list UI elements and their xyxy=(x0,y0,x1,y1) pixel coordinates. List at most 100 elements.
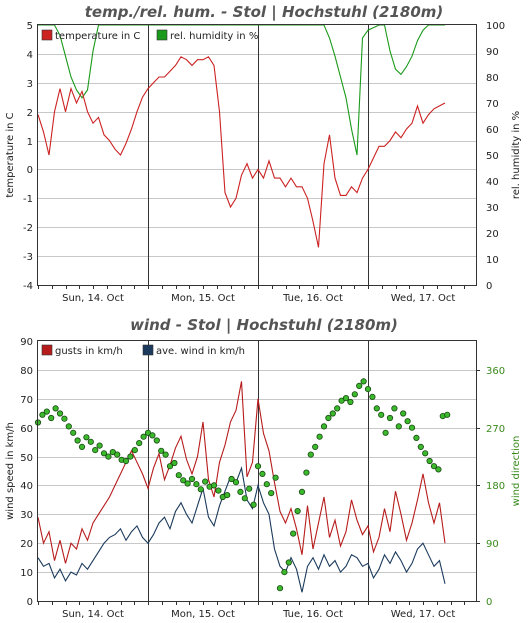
y-tick-label: 0 xyxy=(27,597,33,608)
wind-direction-point xyxy=(100,450,108,457)
y-tick-label: 1 xyxy=(27,137,33,148)
wind-direction-point xyxy=(338,397,345,404)
y-tick-label: -2 xyxy=(23,223,33,234)
wind-direction-point xyxy=(96,442,103,449)
y-tick-label: 50 xyxy=(20,453,33,464)
wind-direction-point xyxy=(140,433,147,440)
series-line xyxy=(38,24,445,156)
wind-direction-point xyxy=(373,405,380,412)
wind-direction-point xyxy=(136,439,143,447)
top-gridlines xyxy=(38,54,476,257)
top-y-axis-label: temperature in C xyxy=(5,112,16,197)
wind-direction-point xyxy=(228,475,235,483)
wind-direction-point xyxy=(188,475,196,483)
bottom-plot-frame xyxy=(37,340,477,602)
y-tick-label: 70 xyxy=(20,395,33,406)
wind-direction-point xyxy=(356,382,363,389)
series-line xyxy=(37,56,446,248)
legend-swatch-ave-wind xyxy=(142,344,154,356)
y2-tick-label: 180 xyxy=(486,481,505,492)
y-tick-label: 2 xyxy=(27,108,33,119)
bottom-legend: gusts in km/h ave. wind in km/h xyxy=(41,344,245,357)
wind-direction-point xyxy=(400,410,407,417)
legend-label-ave-wind: ave. wind in km/h xyxy=(156,346,245,357)
bottom-y-tick-labels: 90 80 70 60 50 40 30 20 10 0 xyxy=(20,337,33,608)
day-label: Sun, 14. Oct xyxy=(62,293,124,304)
y2-tick-label: 0 xyxy=(486,281,492,292)
y2-tick-label: 60 xyxy=(486,125,499,136)
wind-direction-point xyxy=(153,437,160,444)
y-tick-label: 80 xyxy=(20,366,33,377)
wind-direction-point xyxy=(158,447,165,454)
legend-label-temperature: temperature in C xyxy=(55,31,140,42)
day-label: Mon, 15. Oct xyxy=(171,609,235,620)
wind-direction-point xyxy=(250,501,257,508)
top-plot-frame xyxy=(37,24,477,286)
wind-direction-point xyxy=(417,443,424,450)
top-legend: temperature in C rel. humidity in % xyxy=(41,29,258,42)
y2-tick-label: 30 xyxy=(486,203,499,214)
top-y2-axis-label: rel. humidity in % xyxy=(511,111,522,199)
wind-direction-point xyxy=(180,477,187,484)
wind-direction-point xyxy=(307,451,314,458)
wind-direction-point xyxy=(246,485,253,492)
average-wind-line-group xyxy=(37,466,446,593)
wind-direction-point xyxy=(281,568,288,576)
day-label: Wed, 17. Oct xyxy=(391,293,456,304)
wind-direction-point xyxy=(127,453,134,460)
wind-direction-point xyxy=(386,414,394,422)
y-tick-label: 4 xyxy=(27,50,33,61)
y-tick-label: -1 xyxy=(23,194,33,205)
top-x-minor-ticks xyxy=(38,285,465,289)
wind-chart: wind - Stol | Hochstuhl (2180m) 90 80 70 60… xyxy=(5,316,522,620)
y2-tick-label: 360 xyxy=(486,366,505,377)
bottom-gridlines xyxy=(38,370,476,573)
wind-direction-point xyxy=(61,415,68,422)
wind-direction-point xyxy=(351,391,358,398)
wind-direction-point xyxy=(78,443,86,450)
wind-direction-point xyxy=(114,451,121,458)
y-tick-label: 5 xyxy=(27,21,33,32)
y2-tick-label: 90 xyxy=(486,47,499,58)
y2-tick-label: 50 xyxy=(486,151,499,162)
bottom-day-separators xyxy=(148,341,369,601)
y-tick-label: 10 xyxy=(20,568,33,579)
chart-title-wind: wind - Stol | Hochstuhl (2180m) xyxy=(130,316,398,335)
wind-direction-point xyxy=(426,457,433,465)
y2-tick-label: 70 xyxy=(486,99,499,110)
wind-direction-point xyxy=(342,394,350,402)
y2-tick-label: 100 xyxy=(486,21,505,32)
wind-direction-point xyxy=(391,405,398,412)
y2-tick-label: 270 xyxy=(486,424,505,435)
y-tick-label: -4 xyxy=(23,281,33,292)
wind-direction-point xyxy=(413,434,420,441)
series-line xyxy=(37,466,446,593)
temperature-humidity-chart: temp./rel. hum. - Stol | Hochstuhl (2180… xyxy=(5,3,522,304)
wind-direction-point xyxy=(294,507,301,515)
wind-direction-point xyxy=(175,472,182,479)
wind-direction-point xyxy=(65,423,72,430)
wind-direction-point xyxy=(56,410,64,417)
wind-direction-point xyxy=(48,414,55,422)
y2-tick-label: 40 xyxy=(486,177,499,188)
wind-direction-point xyxy=(347,398,354,406)
wind-direction-point xyxy=(171,459,178,467)
legend-swatch-humidity xyxy=(156,29,168,41)
wind-direction-points xyxy=(34,378,451,592)
top-y-tick-labels: 5 4 3 2 1 0 -1 -2 -3 -4 xyxy=(23,21,33,292)
y2-tick-label: 80 xyxy=(486,73,499,84)
wind-direction-point xyxy=(131,446,138,454)
wind-direction-point xyxy=(369,393,376,400)
y-tick-label: 60 xyxy=(20,424,33,435)
wind-direction-point xyxy=(122,457,130,465)
wind-direction-point xyxy=(360,378,367,385)
wind-direction-point xyxy=(276,585,284,592)
day-label: Mon, 15. Oct xyxy=(171,293,235,304)
wind-direction-point xyxy=(268,489,275,497)
y-tick-label: 0 xyxy=(27,165,33,176)
humidity-line-group xyxy=(38,24,445,156)
wind-direction-point xyxy=(87,438,94,445)
wind-direction-point xyxy=(166,463,174,470)
wind-direction-point xyxy=(285,559,292,566)
chart-title-temp-hum: temp./rel. hum. - Stol | Hochstuhl (2180… xyxy=(85,3,444,22)
